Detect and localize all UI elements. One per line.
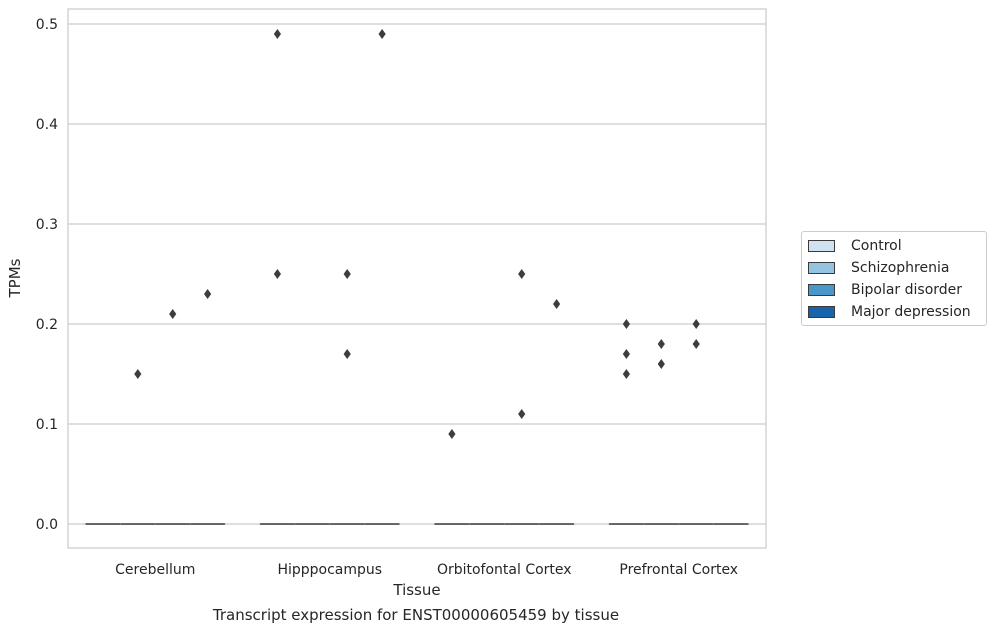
y-tick-label: 0.2 bbox=[36, 317, 58, 333]
y-tick-label: 0.0 bbox=[36, 517, 58, 533]
outlier-point bbox=[448, 429, 456, 439]
legend-item-schizophrenia: Schizophrenia bbox=[808, 258, 949, 278]
legend-item-major-depression: Major depression bbox=[808, 302, 971, 322]
y-tick-label: 0.5 bbox=[36, 17, 58, 33]
outlier-point bbox=[553, 299, 561, 309]
outlier-point bbox=[518, 269, 526, 279]
outlier-point bbox=[273, 29, 281, 39]
legend-label-bipolar-disorder: Bipolar disorder bbox=[851, 282, 963, 298]
outlier-point bbox=[204, 289, 212, 299]
outlier-point bbox=[518, 409, 526, 419]
x-tick-label-prefrontal-cortex: Prefrontal Cortex bbox=[619, 562, 738, 578]
outlier-point bbox=[134, 369, 142, 379]
outlier-point bbox=[692, 339, 700, 349]
outlier-point bbox=[622, 319, 630, 329]
outliers bbox=[134, 29, 700, 439]
y-axis-ticks: 0.0 0.1 0.2 0.3 0.4 0.5 bbox=[36, 17, 58, 533]
legend-swatch-major-depression bbox=[808, 306, 835, 318]
outlier-point bbox=[169, 309, 177, 319]
legend-swatch-control bbox=[808, 240, 835, 252]
x-tick-label-orbitofontal-cortex: Orbitofontal Cortex bbox=[437, 562, 572, 578]
legend-item-control: Control bbox=[808, 236, 902, 256]
outlier-point bbox=[622, 369, 630, 379]
gridlines bbox=[68, 23, 766, 525]
outlier-point bbox=[622, 349, 630, 359]
x-axis-label: Tissue bbox=[392, 581, 440, 599]
outlier-point bbox=[378, 29, 386, 39]
legend: Control Schizophrenia Bipolar disorder M… bbox=[801, 231, 987, 326]
plot-area-frame bbox=[67, 8, 767, 549]
legend-swatch-schizophrenia bbox=[808, 262, 835, 274]
y-tick-label: 0.3 bbox=[36, 217, 58, 233]
y-tick-label: 0.4 bbox=[36, 117, 58, 133]
x-tick-label-hipppocampus: Hipppocampus bbox=[277, 562, 382, 578]
legend-label-major-depression: Major depression bbox=[851, 304, 971, 320]
legend-item-bipolar-disorder: Bipolar disorder bbox=[808, 280, 962, 300]
legend-label-schizophrenia: Schizophrenia bbox=[851, 260, 950, 276]
outlier-point bbox=[657, 359, 665, 369]
legend-swatch-bipolar-disorder bbox=[808, 284, 835, 296]
figure-caption: Transcript expression for ENST0000060545… bbox=[212, 606, 620, 624]
outlier-point bbox=[343, 349, 351, 359]
legend-label-control: Control bbox=[851, 238, 902, 254]
x-axis-ticks: Cerebellum Hipppocampus Orbitofontal Corte… bbox=[115, 562, 738, 578]
outlier-point bbox=[273, 269, 281, 279]
x-tick-label-cerebellum: Cerebellum bbox=[115, 562, 195, 578]
y-axis-label: TPMs bbox=[6, 258, 24, 298]
outlier-point bbox=[692, 319, 700, 329]
outlier-point bbox=[343, 269, 351, 279]
outlier-point bbox=[657, 339, 665, 349]
y-tick-label: 0.1 bbox=[36, 417, 58, 433]
